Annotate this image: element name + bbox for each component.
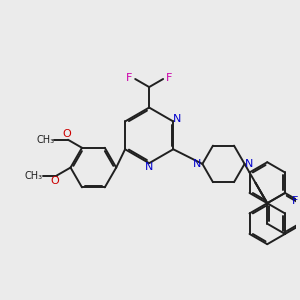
Text: N: N [145, 162, 153, 172]
Text: F: F [126, 73, 132, 82]
Text: N: N [173, 114, 181, 124]
Text: F: F [167, 73, 173, 82]
Text: O: O [62, 130, 71, 140]
Text: CH₃: CH₃ [25, 171, 43, 181]
Text: N: N [193, 159, 202, 169]
Text: N: N [245, 159, 254, 169]
Text: CH₃: CH₃ [36, 135, 54, 145]
Text: O: O [51, 176, 59, 186]
Text: F: F [291, 196, 298, 206]
